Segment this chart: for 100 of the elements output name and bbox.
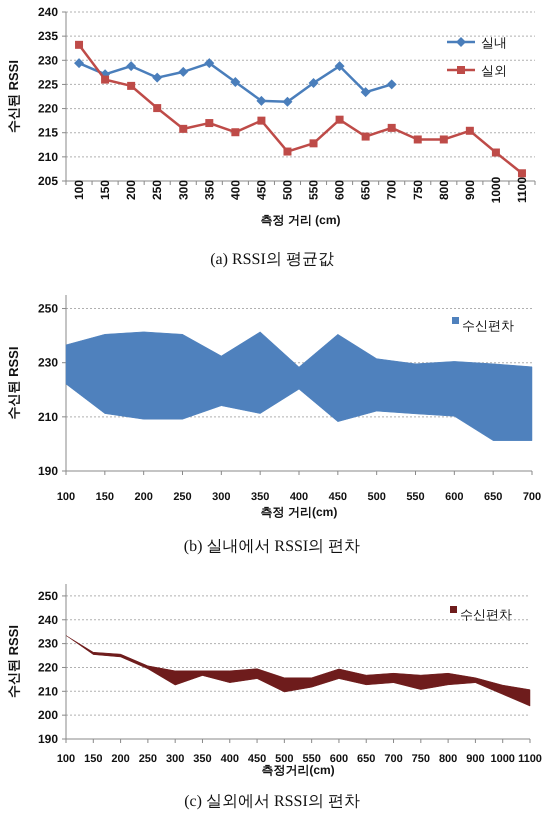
x-tick-label: 100 (56, 753, 76, 765)
text: (a) RSSI의 평균값 (210, 251, 334, 268)
y-tick-label: 230 (38, 356, 58, 370)
x-tick-label: 700 (384, 180, 399, 200)
point (282, 96, 292, 107)
point (126, 61, 136, 72)
point (440, 135, 448, 144)
x-tick-label: 200 (111, 753, 130, 765)
point (178, 66, 188, 77)
x-axis-title: 측정거리(cm) (261, 763, 335, 777)
legend-label: 실외 (481, 63, 507, 78)
y-tick-label: 210 (38, 150, 58, 164)
x-tick-label: 600 (330, 753, 348, 765)
text: (c) 실외에서 RSSI의 편차 (184, 793, 360, 810)
x-tick-label: 500 (275, 753, 294, 765)
point (75, 40, 84, 49)
x-tick-label: 800 (436, 180, 451, 200)
x-tick-label: 600 (332, 180, 347, 200)
x-tick-label: 650 (358, 180, 373, 200)
x-tick-label: 500 (280, 180, 294, 200)
point (336, 116, 344, 124)
legend-label: 수신편차 (460, 607, 512, 622)
x-tick-label: 100 (72, 180, 86, 200)
point (204, 58, 214, 68)
x-tick-label: 900 (462, 180, 477, 200)
point (257, 116, 266, 125)
legend-label: 실내 (481, 35, 507, 50)
y-tick-label: 190 (38, 732, 58, 746)
point (308, 78, 319, 88)
y-tick-label: 205 (38, 174, 58, 188)
x-tick-label: 1100 (514, 176, 529, 204)
text: (b) 실내에서 RSSI의 편차 (184, 538, 360, 555)
x-tick-label: 300 (212, 491, 231, 503)
x-tick-label: 800 (438, 753, 458, 765)
point (334, 61, 345, 72)
x-tick-label: 400 (290, 491, 308, 503)
x-tick-label: 550 (306, 180, 321, 200)
point (388, 124, 396, 132)
y-tick-label: 225 (38, 77, 58, 92)
x-tick-label: 350 (202, 180, 216, 200)
y-tick-label: 210 (38, 684, 58, 698)
x-tick-label: 750 (410, 180, 425, 200)
y-tick-label: 190 (38, 464, 58, 478)
x-tick-label: 200 (124, 180, 138, 200)
y-tick-label: 240 (38, 612, 58, 627)
x-tick-label: 150 (98, 180, 112, 200)
x-tick-label: 550 (406, 491, 425, 503)
y-tick-label: 240 (38, 5, 58, 19)
x-tick-label: 700 (522, 491, 542, 503)
y-tick-label: 250 (38, 588, 58, 603)
y-tick-label: 235 (38, 29, 58, 44)
y-tick-label: 210 (38, 410, 58, 424)
x-tick-label: 100 (56, 491, 76, 503)
y-tick-label: 200 (38, 708, 58, 722)
point (205, 119, 214, 128)
x-tick-label: 250 (150, 180, 164, 200)
point (492, 148, 500, 157)
x-tick-label: 500 (367, 491, 386, 503)
x-tick-label: 450 (248, 753, 266, 765)
y-tick-label: 250 (38, 302, 58, 316)
y-axis-title: 수신된 RSSI (6, 625, 21, 698)
point (518, 169, 526, 178)
x-tick-label: 400 (228, 180, 242, 200)
point (231, 128, 240, 136)
legend-label: 수신편차 (462, 318, 514, 333)
x-tick-label: 550 (302, 753, 321, 765)
y-tick-label: 230 (38, 53, 58, 68)
x-tick-label: 750 (412, 753, 430, 765)
x-tick-label: 650 (484, 491, 502, 503)
y-tick-label: 220 (38, 660, 58, 674)
x-tick-label: 650 (357, 753, 376, 765)
point (360, 87, 371, 98)
point (179, 124, 188, 133)
y-tick-label: 230 (38, 636, 58, 651)
x-tick-label: 400 (220, 753, 239, 765)
y-tick-label: 215 (38, 126, 58, 140)
x-tick-label: 250 (138, 753, 158, 765)
x-tick-label: 350 (250, 491, 270, 503)
x-tick-label: 1000 (490, 753, 515, 765)
x-tick-label: 250 (173, 491, 192, 503)
x-tick-label: 1000 (488, 176, 503, 204)
x-tick-label: 450 (254, 180, 268, 200)
point (386, 79, 397, 90)
point (283, 148, 292, 156)
point (310, 139, 318, 148)
x-tick-label: 300 (166, 753, 184, 765)
x-tick-label: 700 (384, 753, 403, 765)
x-axis-title: 측정 거리 (cm) (260, 213, 341, 227)
point (256, 96, 266, 106)
point (414, 135, 422, 144)
x-tick-label: 150 (96, 491, 114, 503)
point (230, 77, 240, 88)
x-tick-label: 1100 (518, 753, 542, 765)
x-tick-label: 350 (193, 753, 212, 765)
y-axis-title: 수신된 RSSI (6, 60, 21, 133)
x-tick-label: 200 (134, 491, 153, 503)
point (101, 76, 110, 84)
x-tick-label: 450 (328, 491, 348, 503)
point (362, 132, 370, 141)
y-axis-title: 수신된 RSSI (6, 346, 21, 420)
